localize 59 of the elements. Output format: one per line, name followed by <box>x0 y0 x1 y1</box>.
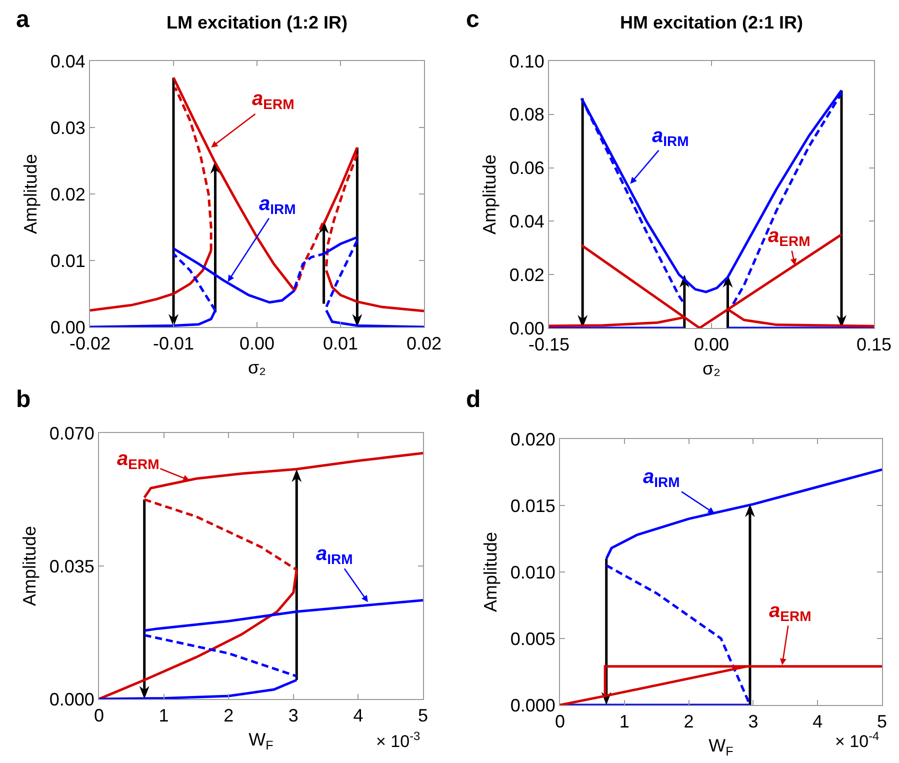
y-tick-label: 0.000 <box>49 689 94 710</box>
y-axis-title: Amplitude <box>480 532 501 612</box>
y-axis-title: Amplitude <box>20 526 40 606</box>
x-axis-title: W$_{F}$ <box>248 730 274 752</box>
x-tick-label: 0.01 <box>322 334 358 354</box>
text: b <box>16 386 31 413</box>
x-tick-label: 2 <box>224 706 234 726</box>
x-tick-label: 5 <box>876 712 888 732</box>
text: d <box>466 386 481 413</box>
y-tick-label: 0.04 <box>509 212 544 232</box>
x-tick-label: 3 <box>748 712 758 732</box>
y-tick-label: 0.02 <box>509 264 544 285</box>
x-tick-label: 1 <box>158 706 169 726</box>
y-tick-label: 0.015 <box>510 496 556 516</box>
x-tick-label: 0.00 <box>239 334 275 354</box>
x-tick-label: 2 <box>684 712 694 732</box>
x-tick-label: 4 <box>353 706 364 726</box>
x-tick-label: 5 <box>418 706 428 726</box>
x-axis-title: W$_{F}$ <box>708 736 734 758</box>
x-tick-label: 0 <box>554 712 566 732</box>
x-tick-label: -0.01 <box>152 334 194 354</box>
chart-title: LM excitation (1:2 IR) <box>166 12 348 32</box>
chart-title: HM excitation (2:1 IR) <box>620 12 804 32</box>
annotation: a$_{IRM}$ <box>259 193 296 218</box>
x-tick-label: 0.00 <box>694 334 730 355</box>
y-tick-label: 0.10 <box>509 51 544 72</box>
y-tick-label: 0.070 <box>49 423 94 444</box>
annotation: a$_{IRM}$ <box>316 543 353 568</box>
text: × 10$^{-4}$ <box>835 729 880 752</box>
y-tick-label: 0.005 <box>510 628 556 649</box>
y-tick-label: 0.02 <box>50 184 86 204</box>
annotation: a$_{ERM}$ <box>769 600 812 624</box>
y-axis-title: Amplitude <box>20 154 41 234</box>
x-tick-label: 0.15 <box>856 334 892 355</box>
y-tick-label: 0.020 <box>510 429 556 450</box>
y-tick-label: 0.03 <box>50 118 86 138</box>
x-axis-title: σ₂ <box>702 358 721 379</box>
x-tick-label: 3 <box>288 706 298 726</box>
annotation: a$_{IRM}$ <box>652 125 689 150</box>
x-tick-label: 4 <box>812 712 823 732</box>
x-tick-label: 0.02 <box>406 334 442 354</box>
y-tick-label: 0.04 <box>50 51 86 72</box>
x-tick-label: 0 <box>94 706 104 726</box>
text: a <box>16 6 30 33</box>
annotation: a$_{IRM}$ <box>643 466 680 490</box>
text: c <box>466 6 480 33</box>
text: × 10$^{-3}$ <box>376 729 421 752</box>
x-axis-title: σ₂ <box>248 358 266 378</box>
y-tick-label: 0.01 <box>50 250 86 271</box>
y-tick-label: 0.000 <box>510 695 556 716</box>
annotation: a$_{ERM}$ <box>768 225 810 250</box>
y-tick-label: 0.035 <box>49 556 94 576</box>
annotation: a$_{ERM}$ <box>117 448 160 472</box>
y-tick-label: 0.010 <box>510 562 556 582</box>
annotation: a$_{ERM}$ <box>252 88 294 112</box>
y-axis-title: Amplitude <box>480 154 500 235</box>
x-tick-label: 1 <box>619 712 630 732</box>
y-tick-label: 0.06 <box>509 158 544 178</box>
y-tick-label: 0.08 <box>509 104 544 125</box>
